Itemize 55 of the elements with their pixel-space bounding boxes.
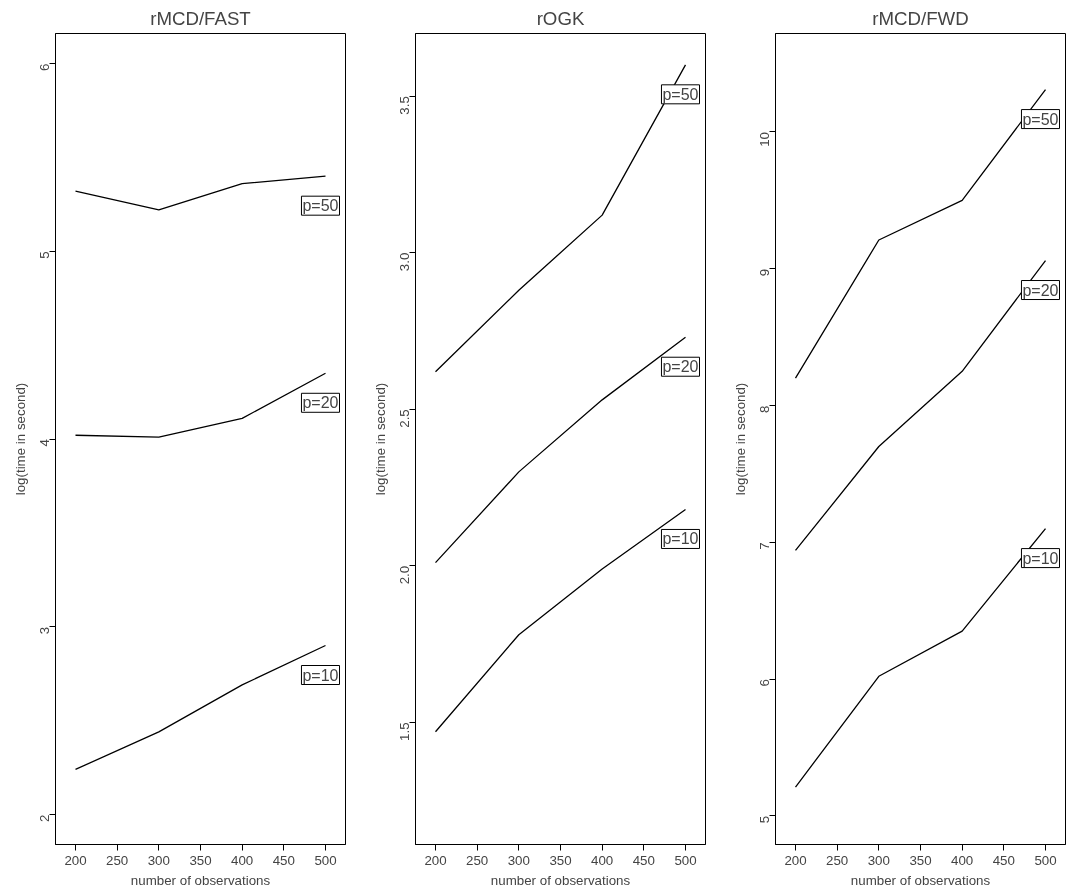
series-label: p=20 xyxy=(662,358,699,376)
x-tick-label: 200 xyxy=(784,852,807,868)
y-axis-title: log(time in second) xyxy=(732,382,748,496)
y-tick-label: 3.5 xyxy=(397,96,412,115)
series-label: p=20 xyxy=(1022,281,1059,299)
x-tick-label: 350 xyxy=(549,852,572,868)
x-tick-label: 400 xyxy=(951,852,974,868)
x-tick-label: 300 xyxy=(507,852,530,868)
y-tick-label: 3.0 xyxy=(397,252,412,272)
x-tick-label: 250 xyxy=(106,852,129,868)
x-tick-label: 250 xyxy=(466,852,489,868)
y-tick-label: 1.5 xyxy=(397,722,412,741)
y-tick-label: 2.0 xyxy=(397,565,412,585)
y-tick-label: 5 xyxy=(757,815,772,824)
series-label: p=20 xyxy=(302,394,339,412)
y-tick-label: 8 xyxy=(757,405,772,413)
y-tick-label: 10 xyxy=(757,131,772,147)
x-tick-label: 250 xyxy=(826,852,849,868)
x-tick-label: 350 xyxy=(909,852,932,868)
x-axis-title: number of observations xyxy=(130,872,271,888)
y-tick-label: 9 xyxy=(757,268,772,277)
x-tick-label: 450 xyxy=(992,852,1015,868)
y-tick-label: 5 xyxy=(37,251,52,259)
x-tick-label: 500 xyxy=(314,852,337,868)
y-tick-label: 2 xyxy=(37,814,52,822)
x-tick-label: 300 xyxy=(867,852,890,868)
series-label: p=50 xyxy=(302,197,339,215)
x-tick-label: 500 xyxy=(674,852,697,868)
y-tick-label: 4 xyxy=(37,438,52,447)
x-tick-label: 500 xyxy=(1034,852,1057,868)
x-tick-label: 450 xyxy=(632,852,655,868)
chart-title: rMCD/FWD xyxy=(872,7,969,29)
y-tick-label: 2.5 xyxy=(397,409,412,428)
y-tick-label: 6 xyxy=(757,679,772,687)
x-axis-title: number of observations xyxy=(490,872,631,888)
y-axis-title: log(time in second) xyxy=(12,382,28,496)
series-label: p=50 xyxy=(1022,110,1059,128)
x-tick-label: 400 xyxy=(231,852,254,868)
chart-title: rMCD/FAST xyxy=(150,7,251,29)
series-label: p=10 xyxy=(662,530,699,548)
y-tick-label: 7 xyxy=(757,542,772,550)
chart-title: rOGK xyxy=(536,7,585,29)
x-tick-label: 200 xyxy=(424,852,447,868)
x-axis-title: number of observations xyxy=(850,872,991,888)
y-axis-title: log(time in second) xyxy=(372,382,388,496)
x-tick-label: 300 xyxy=(147,852,170,868)
series-label: p=10 xyxy=(1022,549,1059,567)
series-label: p=10 xyxy=(302,666,339,684)
x-tick-label: 350 xyxy=(189,852,212,868)
x-tick-label: 400 xyxy=(591,852,614,868)
x-tick-label: 450 xyxy=(272,852,295,868)
y-tick-label: 6 xyxy=(37,63,52,71)
y-tick-label: 3 xyxy=(37,626,52,635)
series-label: p=50 xyxy=(662,85,699,103)
x-tick-label: 200 xyxy=(64,852,87,868)
